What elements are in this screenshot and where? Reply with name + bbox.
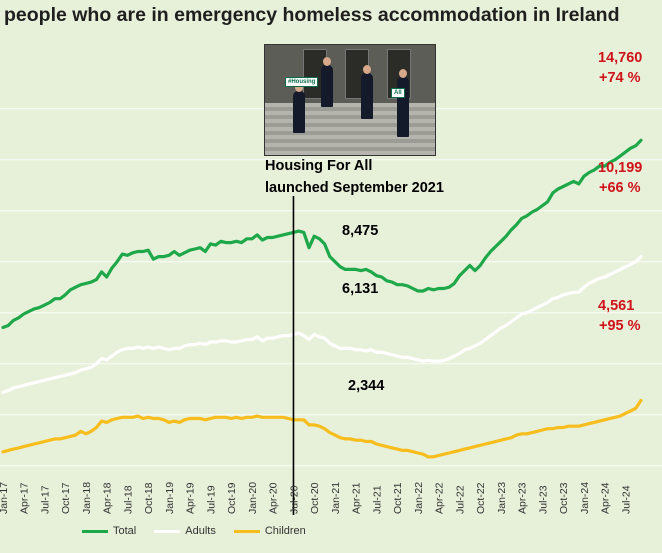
series-lines <box>1 138 643 459</box>
total-at-launch-label: 8,475 <box>342 223 378 239</box>
legend-item-total: Total <box>82 525 136 537</box>
photo-person <box>321 57 333 107</box>
x-tick-label: Jul-21 <box>371 485 383 514</box>
x-tick-label: Apr-21 <box>351 482 363 514</box>
photo-steps <box>265 103 435 155</box>
x-tick-label: Oct-22 <box>475 482 487 514</box>
legend-label-children: Children <box>264 525 306 537</box>
photo-sign-right: All <box>391 88 405 98</box>
children-latest-label: 4,561 <box>598 298 634 314</box>
x-tick-label: Oct-17 <box>60 482 72 514</box>
x-tick-label: Jul-17 <box>39 485 51 514</box>
total-change-label: +74 % <box>599 70 641 86</box>
legend-swatch-total <box>82 529 108 533</box>
x-tick-label: Jul-19 <box>205 485 217 514</box>
launch-marker: Housing For All launched September 2021 <box>265 158 444 515</box>
x-tick-label: Oct-18 <box>143 482 155 514</box>
legend-swatch-adults <box>154 529 181 533</box>
children-change-label: +95 % <box>599 318 641 334</box>
x-tick-label: Jul-24 <box>620 485 632 514</box>
x-tick-label: Jan-22 <box>413 482 425 514</box>
series-line-adults <box>1 255 643 394</box>
launch-label-line2: launched September 2021 <box>265 180 444 196</box>
photo-person <box>293 83 305 133</box>
x-tick-label: Apr-17 <box>19 482 31 514</box>
x-tick-label: Jul-22 <box>454 485 466 514</box>
data-labels: 8,475 6,131 2,344 14,760 +74 % 10,199 +66 % 4,5… <box>342 50 642 394</box>
x-tick-label: Jan-23 <box>496 482 508 514</box>
photo-person <box>361 65 373 119</box>
legend-label-adults: Adults <box>185 525 216 537</box>
announcement-photo: #Housing All <box>264 44 436 156</box>
children-at-launch-label: 2,344 <box>348 378 384 394</box>
x-tick-label: Jan-17 <box>0 482 10 514</box>
adults-at-launch-label: 6,131 <box>342 281 378 297</box>
series-line-total <box>1 138 643 330</box>
x-tick-label: Oct-20 <box>309 482 321 514</box>
x-tick-label: Apr-24 <box>600 482 612 514</box>
photo-person <box>397 69 409 137</box>
x-tick-label: Jan-19 <box>164 482 176 514</box>
legend-item-adults: Adults <box>154 525 216 537</box>
total-latest-label: 14,760 <box>598 50 642 66</box>
chart-title: people who are in emergency homeless acc… <box>4 4 620 26</box>
x-tick-label: Jul-23 <box>537 485 549 514</box>
x-axis-tick-labels: Jan-17 Apr-17 Jul-17 Oct-17 Jan-18 Apr-18 Jul-… <box>0 482 632 514</box>
x-tick-label: Apr-23 <box>517 482 529 514</box>
x-tick-label: Jan-21 <box>330 482 342 514</box>
photo-sign-left: #Housing <box>285 77 319 87</box>
x-tick-label: Oct-23 <box>558 482 570 514</box>
launch-label-line1: Housing For All <box>265 158 372 174</box>
x-tick-label: Jul-20 <box>288 485 300 514</box>
x-tick-label: Apr-20 <box>268 482 280 514</box>
legend-item-children: Children <box>233 525 306 537</box>
x-tick-label: Jan-20 <box>247 482 259 514</box>
gridlines <box>0 108 662 467</box>
x-tick-label: Oct-19 <box>226 482 238 514</box>
legend: Total Adults Children <box>82 525 324 537</box>
legend-swatch-children <box>233 529 260 533</box>
adults-change-label: +66 % <box>599 180 641 196</box>
x-tick-label: Jan-18 <box>81 482 93 514</box>
x-tick-label: Apr-18 <box>102 482 114 514</box>
x-tick-label: Apr-19 <box>185 482 197 514</box>
x-tick-label: Jul-18 <box>122 485 134 514</box>
legend-label-total: Total <box>113 525 137 537</box>
series-line-children <box>1 398 643 459</box>
x-tick-label: Apr-22 <box>434 482 446 514</box>
x-tick-label: Oct-21 <box>392 482 404 514</box>
x-tick-label: Jan-24 <box>579 482 591 514</box>
adults-latest-label: 10,199 <box>598 160 642 176</box>
